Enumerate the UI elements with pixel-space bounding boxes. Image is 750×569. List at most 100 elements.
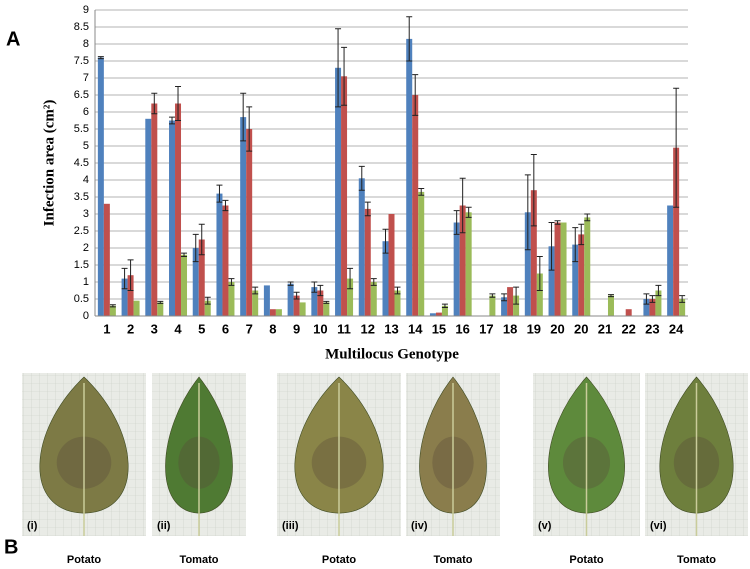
error-bar (536, 256, 543, 291)
y-tick-label: 5.5 (74, 123, 89, 135)
x-tick-label: 6 (222, 321, 229, 336)
error-bar (465, 206, 472, 218)
bar (335, 67, 342, 316)
error-bar (204, 296, 211, 305)
error-bar (406, 16, 413, 62)
bar (607, 295, 614, 316)
error-bar (679, 295, 686, 303)
bar (287, 283, 294, 316)
bar (347, 278, 354, 316)
bar (293, 295, 300, 316)
x-tick-label: 15 (432, 321, 446, 336)
bar (252, 290, 259, 316)
x-tick-label: 7 (246, 321, 253, 336)
error-bar (370, 278, 377, 286)
bar (204, 300, 211, 316)
bar (584, 217, 591, 316)
error-bar (192, 233, 199, 263)
photo-label: (v) (538, 520, 552, 532)
bar (412, 95, 419, 316)
bar (536, 273, 543, 316)
error-bar (169, 116, 176, 125)
photo-label: (vi) (650, 520, 667, 532)
panel-label: A (6, 28, 20, 50)
y-tick-label: 4.5 (74, 157, 89, 169)
bar (151, 103, 158, 316)
bar (240, 117, 247, 316)
photo-caption: Potato (569, 554, 604, 566)
panel-label: B (4, 536, 18, 558)
bar (679, 299, 686, 316)
error-bar (317, 284, 324, 297)
x-tick-label: 16 (455, 321, 469, 336)
error-bar (323, 300, 330, 304)
y-tick-label: 3.5 (74, 191, 89, 203)
y-tick-label: 1 (83, 276, 89, 288)
y-tick-label: 8 (83, 38, 89, 50)
bar (157, 302, 164, 316)
error-bar (382, 228, 389, 254)
bar (175, 103, 182, 316)
bar (501, 297, 508, 316)
y-tick-label: 1.5 (74, 259, 89, 271)
photo-caption: Tomato (677, 554, 716, 566)
error-bar (175, 86, 182, 121)
bar (198, 239, 205, 316)
bar (299, 302, 306, 316)
photo-label: (i) (27, 520, 38, 532)
bar (269, 309, 276, 316)
x-tick-label: 1 (103, 321, 110, 336)
bar (364, 208, 371, 316)
y-tick-label: 8.5 (74, 21, 89, 33)
x-tick-label: 21 (598, 321, 612, 336)
error-bar (240, 92, 247, 142)
x-tick-label: 24 (669, 321, 684, 336)
error-bar (489, 293, 496, 298)
y-tick-label: 7 (83, 72, 89, 84)
bar (388, 214, 395, 316)
x-tick-label: 11 (337, 321, 351, 336)
error-bar (216, 184, 223, 203)
x-tick-label: 19 (527, 321, 541, 336)
y-axis-label: Infection area (cm²) (41, 100, 57, 227)
bar (530, 190, 537, 316)
error-bar (649, 295, 656, 303)
error-bar (459, 177, 466, 234)
error-bar (501, 293, 508, 302)
error-bar (358, 165, 365, 191)
x-tick-label: 13 (384, 321, 398, 336)
x-tick-label: 4 (174, 321, 182, 336)
bar (649, 299, 656, 316)
photo-label: (ii) (157, 520, 171, 532)
x-tick-label: 8 (269, 321, 276, 336)
y-tick-label: 4 (83, 174, 89, 186)
bar (169, 120, 176, 316)
bar (507, 287, 514, 316)
bar (548, 246, 555, 316)
photo-caption: Potato (67, 554, 102, 566)
bar (655, 290, 662, 316)
error-bar (121, 267, 128, 290)
y-tick-label: 6 (83, 106, 89, 118)
photo-caption: Tomato (180, 554, 219, 566)
error-bar (341, 46, 348, 106)
bar (311, 287, 318, 316)
bar (578, 234, 585, 316)
error-bar (530, 154, 537, 227)
bar (643, 299, 650, 316)
bar (246, 129, 253, 316)
bar (673, 147, 680, 316)
bar (222, 205, 229, 316)
error-bar (252, 286, 259, 295)
x-tick-label: 9 (293, 321, 300, 336)
bar (429, 313, 436, 316)
bar (97, 57, 104, 316)
bar (394, 290, 401, 316)
bar (181, 254, 188, 316)
bar (554, 222, 561, 316)
bar (145, 118, 152, 316)
bar (103, 203, 110, 316)
x-tick-label: 3 (151, 321, 158, 336)
bar (275, 309, 282, 316)
y-tick-label: 9 (83, 4, 89, 16)
